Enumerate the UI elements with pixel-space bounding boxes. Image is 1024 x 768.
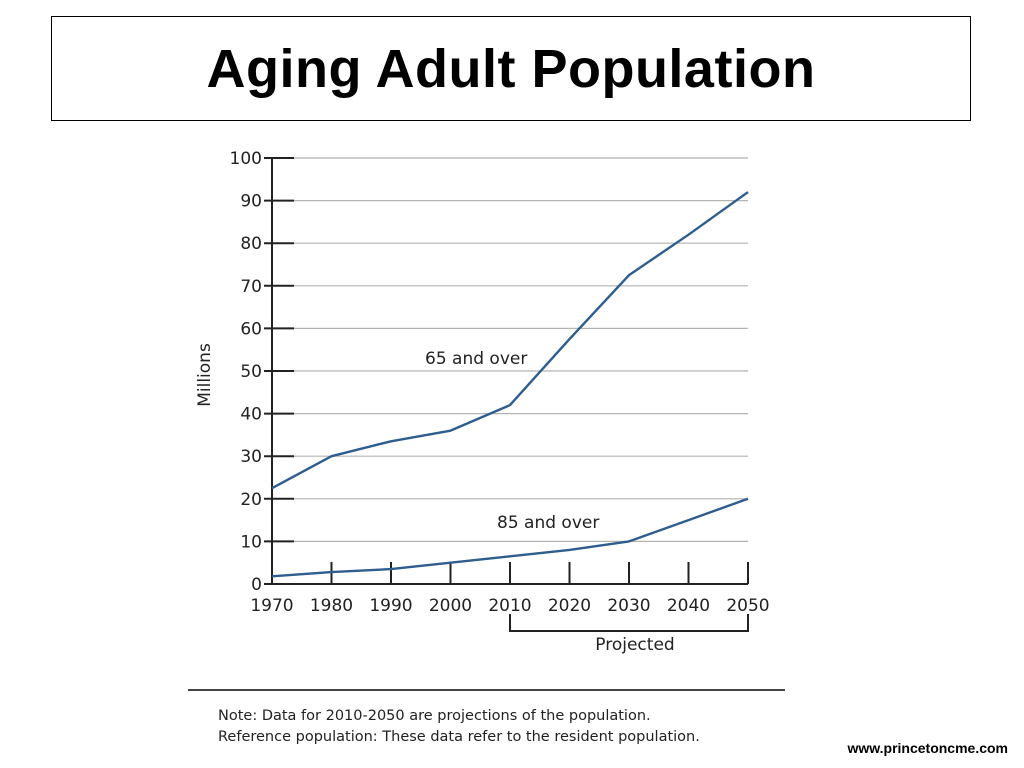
footer-url: www.princetoncme.com [847, 740, 1008, 756]
axes [264, 157, 749, 632]
x-tick-label: 1980 [310, 596, 353, 616]
y-tick-label: 50 [240, 362, 262, 382]
y-tick-label: 30 [240, 447, 262, 467]
y-axis-label: Millions [195, 343, 215, 407]
x-tick-label: 1970 [250, 596, 293, 616]
x-tick-label: 2050 [726, 596, 769, 616]
note-block: Note: Data for 2010-2050 are projections… [218, 706, 700, 748]
y-tick-label: 10 [240, 532, 262, 552]
x-tick-label: 1990 [369, 596, 412, 616]
series-lines [271, 191, 749, 578]
note-line: Note: Data for 2010-2050 are projections… [218, 708, 651, 724]
x-tick-label: 2010 [488, 596, 531, 616]
note-line: Reference population: These data refer t… [218, 729, 700, 745]
x-tick-label: 2030 [607, 596, 650, 616]
y-tick-label: 100 [230, 149, 262, 169]
series-line [271, 191, 749, 490]
series-label: 65 and over [425, 349, 527, 369]
slide-title: Aging Adult Population [206, 38, 816, 99]
x-tick-label: 2020 [548, 596, 591, 616]
grid-lines [272, 157, 748, 543]
divider-line [188, 689, 785, 691]
y-tick-label: 60 [240, 319, 262, 339]
y-tick-label: 80 [240, 234, 262, 254]
y-tick-label: 70 [240, 277, 262, 297]
title-box: Aging Adult Population [51, 16, 971, 121]
projected-bracket [509, 614, 749, 632]
projected-label: Projected [595, 635, 674, 655]
y-tick-label: 20 [240, 490, 262, 510]
series-label: 85 and over [497, 513, 599, 533]
x-tick-label: 2040 [667, 596, 710, 616]
y-tick-label: 40 [240, 405, 262, 425]
y-tick-label: 0 [251, 575, 262, 595]
x-tick-label: 2000 [429, 596, 472, 616]
y-tick-label: 90 [240, 192, 262, 212]
